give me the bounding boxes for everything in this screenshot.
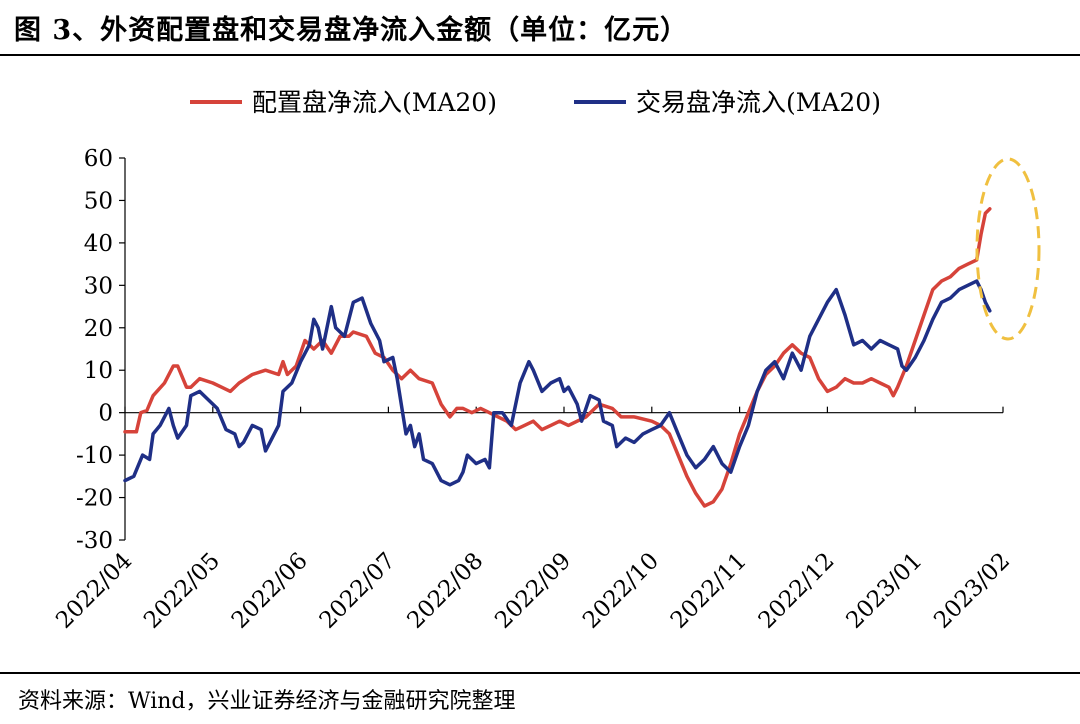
- x-tick-label: 2022/08: [402, 548, 488, 634]
- series-trading-line: [123, 279, 992, 487]
- series-layer: [123, 207, 992, 508]
- source-note: 资料来源：Wind，兴业证券经济与金融研究院整理: [18, 689, 516, 714]
- y-axis: 60 50 40 30 20 10 0 -10 -20 -30: [76, 146, 126, 554]
- x-tick-label: 2023/02: [929, 548, 1015, 634]
- chart-legend: 配置盘净流入(MA20) 交易盘净流入(MA20): [190, 88, 881, 117]
- figure-title: 图 3、外资配置盘和交易盘净流入金额（单位：亿元）: [14, 15, 689, 46]
- x-tick-label: 2022/07: [315, 548, 401, 634]
- y-tick-label: 20: [84, 316, 113, 342]
- x-tick-label: 2022/11: [666, 548, 752, 634]
- x-axis: 2022/04 2022/05 2022/06 2022/07 2022/08 2022/…: [51, 406, 1015, 634]
- x-tick-label: 2022/10: [578, 548, 664, 634]
- y-tick-label: -30: [76, 528, 113, 554]
- y-tick-label: 30: [84, 273, 113, 299]
- y-tick-label: 60: [84, 146, 113, 172]
- series-allocation-line: [123, 207, 992, 508]
- y-tick-label: 40: [84, 231, 113, 257]
- y-tick-label: -20: [76, 486, 113, 512]
- y-tick-label: -10: [76, 443, 113, 469]
- x-tick-label: 2022/12: [754, 548, 840, 634]
- highlight-ellipse: [975, 157, 1041, 341]
- annotation-layer: [975, 157, 1041, 341]
- line-chart: 配置盘净流入(MA20) 交易盘净流入(MA20) 60 50 40 30 20 10 0 -1…: [51, 88, 1041, 634]
- bottom-rule: [0, 672, 1080, 674]
- x-tick-label: 2022/05: [139, 548, 225, 634]
- x-tick-label: 2022/06: [227, 548, 313, 634]
- y-tick-label: 50: [84, 188, 113, 214]
- legend-label: 配置盘净流入(MA20): [252, 88, 497, 117]
- legend-label: 交易盘净流入(MA20): [636, 88, 881, 117]
- x-tick-label: 2022/09: [490, 548, 576, 634]
- y-tick-label: 0: [98, 401, 113, 427]
- x-tick-label: 2022/04: [51, 548, 137, 634]
- y-tick-label: 10: [84, 358, 113, 384]
- top-rule: [0, 54, 1080, 56]
- x-tick-label: 2023/01: [841, 548, 927, 634]
